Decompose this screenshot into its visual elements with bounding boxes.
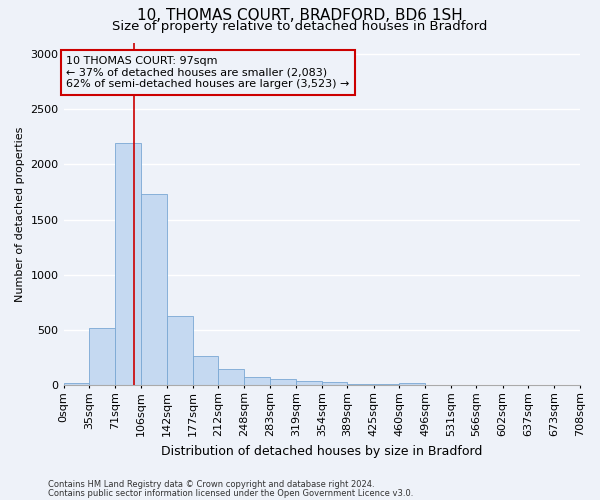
- Bar: [89, 328, 115, 386]
- Bar: [64, 382, 89, 386]
- Text: Contains HM Land Registry data © Crown copyright and database right 2024.: Contains HM Land Registry data © Crown c…: [48, 480, 374, 489]
- Bar: [451, 385, 476, 386]
- Bar: [244, 376, 270, 386]
- Bar: [322, 382, 347, 386]
- Text: Size of property relative to detached houses in Bradford: Size of property relative to detached ho…: [112, 20, 488, 33]
- X-axis label: Distribution of detached houses by size in Bradford: Distribution of detached houses by size …: [161, 444, 482, 458]
- Bar: [141, 194, 167, 386]
- Text: 10, THOMAS COURT, BRADFORD, BD6 1SH: 10, THOMAS COURT, BRADFORD, BD6 1SH: [137, 8, 463, 22]
- Bar: [425, 385, 451, 386]
- Bar: [347, 384, 374, 386]
- Bar: [167, 316, 193, 386]
- Text: 10 THOMAS COURT: 97sqm
← 37% of detached houses are smaller (2,083)
62% of semi-: 10 THOMAS COURT: 97sqm ← 37% of detached…: [67, 56, 350, 89]
- Bar: [193, 356, 218, 386]
- Y-axis label: Number of detached properties: Number of detached properties: [15, 126, 25, 302]
- Bar: [374, 384, 399, 386]
- Bar: [115, 143, 141, 386]
- Bar: [296, 381, 322, 386]
- Text: Contains public sector information licensed under the Open Government Licence v3: Contains public sector information licen…: [48, 489, 413, 498]
- Bar: [218, 370, 244, 386]
- Bar: [270, 380, 296, 386]
- Bar: [399, 384, 425, 386]
